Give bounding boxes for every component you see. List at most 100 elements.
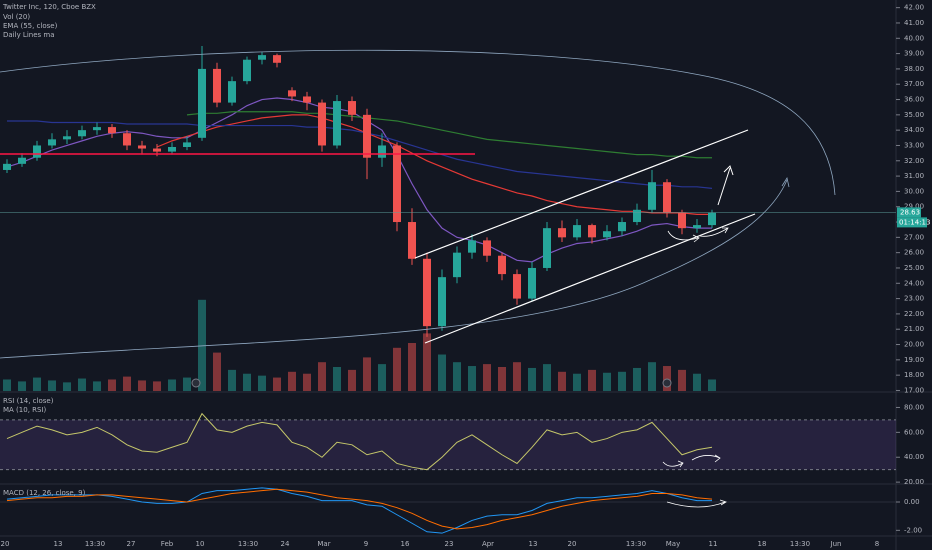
y-tick-label: 80.00 bbox=[904, 403, 924, 411]
candle-body bbox=[318, 102, 326, 146]
candle-body bbox=[33, 145, 41, 158]
arc bbox=[0, 179, 788, 359]
chart-title: Twitter Inc, 120, Cboe BZX bbox=[2, 3, 96, 11]
candle-body bbox=[663, 182, 671, 213]
volume-bar bbox=[168, 379, 176, 391]
candle-body bbox=[138, 145, 146, 149]
volume-bar bbox=[18, 381, 26, 391]
volume-bar bbox=[528, 367, 536, 391]
volume-bar bbox=[183, 377, 191, 391]
volume-bar bbox=[63, 382, 71, 391]
volume-bar bbox=[648, 362, 656, 391]
x-tick-label: Jun bbox=[830, 540, 842, 548]
volume-bar bbox=[438, 354, 446, 391]
y-tick-label: 37.00 bbox=[904, 80, 924, 88]
volume-bar bbox=[228, 369, 236, 391]
volume-bar bbox=[243, 373, 251, 391]
arrow bbox=[699, 227, 729, 237]
countdown-tag bbox=[897, 217, 927, 228]
volume-bar bbox=[93, 381, 101, 391]
volume-bar bbox=[693, 373, 701, 391]
x-tick-label: Apr bbox=[482, 540, 494, 548]
y-tick-label: 29.00 bbox=[904, 203, 924, 211]
candle-body bbox=[93, 127, 101, 131]
y-tick-label: 31.00 bbox=[904, 172, 924, 180]
arrow bbox=[691, 454, 721, 463]
volume-bar bbox=[153, 381, 161, 391]
candle-body bbox=[198, 68, 206, 138]
candle-body bbox=[603, 231, 611, 238]
candle-body bbox=[168, 147, 176, 152]
volume-bar bbox=[108, 379, 116, 391]
volume-bar bbox=[453, 362, 461, 391]
legend-entry: Vol (20) bbox=[3, 13, 30, 21]
candle-body bbox=[423, 258, 431, 327]
x-tick-label: 10 bbox=[196, 540, 205, 548]
volume-bar bbox=[348, 369, 356, 391]
candle-body bbox=[513, 274, 521, 299]
y-tick-label: 40.00 bbox=[904, 453, 924, 461]
y-tick-label: 25.00 bbox=[904, 264, 924, 272]
event-icon bbox=[191, 378, 201, 388]
x-tick-label: Mar bbox=[317, 540, 330, 548]
y-tick-label: 30.00 bbox=[904, 187, 924, 195]
candle-body bbox=[78, 130, 86, 137]
moving-average bbox=[156, 114, 712, 215]
x-tick-label: 13:30 bbox=[626, 540, 646, 548]
y-tick-label: 21.00 bbox=[904, 325, 924, 333]
volume-bar bbox=[303, 373, 311, 391]
arrow bbox=[717, 165, 734, 206]
arrow bbox=[662, 460, 684, 468]
price-tag bbox=[897, 207, 921, 218]
candle-body bbox=[468, 240, 476, 253]
candle-body bbox=[123, 133, 131, 146]
x-tick-label: 24 bbox=[281, 540, 290, 548]
volume-bar bbox=[468, 366, 476, 391]
candle-body bbox=[363, 114, 371, 158]
volume-bar bbox=[618, 371, 626, 391]
volume-bar bbox=[258, 375, 266, 391]
y-tick-label: 60.00 bbox=[904, 428, 924, 436]
volume-bar bbox=[588, 369, 596, 391]
volume-bar bbox=[48, 380, 56, 391]
price-tag-label: 28.63 bbox=[900, 208, 920, 216]
y-tick-label: 27.00 bbox=[904, 233, 924, 241]
volume-bar bbox=[123, 376, 131, 391]
arc bbox=[0, 49, 836, 196]
y-tick-label: 17.00 bbox=[904, 386, 924, 394]
volume-bar bbox=[678, 369, 686, 391]
x-tick-label: 20 bbox=[1, 540, 10, 548]
y-tick-label: 42.00 bbox=[904, 4, 924, 12]
candle-body bbox=[573, 225, 581, 238]
y-tick-label: 38.00 bbox=[904, 65, 924, 73]
candle-body bbox=[48, 139, 56, 146]
volume-bar bbox=[573, 373, 581, 391]
x-tick-label: 23 bbox=[445, 540, 454, 548]
y-tick-label: 0.00 bbox=[904, 498, 920, 506]
y-tick-label: 41.00 bbox=[904, 19, 924, 27]
volume-bar bbox=[318, 362, 326, 391]
candle-body bbox=[303, 96, 311, 103]
candle-body bbox=[213, 68, 221, 103]
x-tick-label: 9 bbox=[364, 540, 368, 548]
x-tick-label: 13 bbox=[54, 540, 63, 548]
arrow bbox=[666, 499, 727, 508]
volume-bar bbox=[78, 378, 86, 391]
candle-body bbox=[693, 225, 701, 229]
y-tick-label: 20.00 bbox=[904, 478, 924, 486]
x-tick-label: 13 bbox=[529, 540, 538, 548]
volume-bar bbox=[198, 299, 206, 391]
candle-body bbox=[588, 225, 596, 238]
candle-body bbox=[273, 55, 281, 63]
volume-bar bbox=[3, 379, 11, 391]
volume-bar bbox=[423, 333, 431, 391]
candle-body bbox=[498, 255, 506, 275]
channel-line bbox=[424, 213, 756, 344]
y-tick-label: 24.00 bbox=[904, 279, 924, 287]
candle-body bbox=[453, 252, 461, 278]
volume-bar bbox=[408, 343, 416, 391]
moving-average bbox=[186, 111, 712, 159]
moving-average bbox=[6, 97, 712, 263]
